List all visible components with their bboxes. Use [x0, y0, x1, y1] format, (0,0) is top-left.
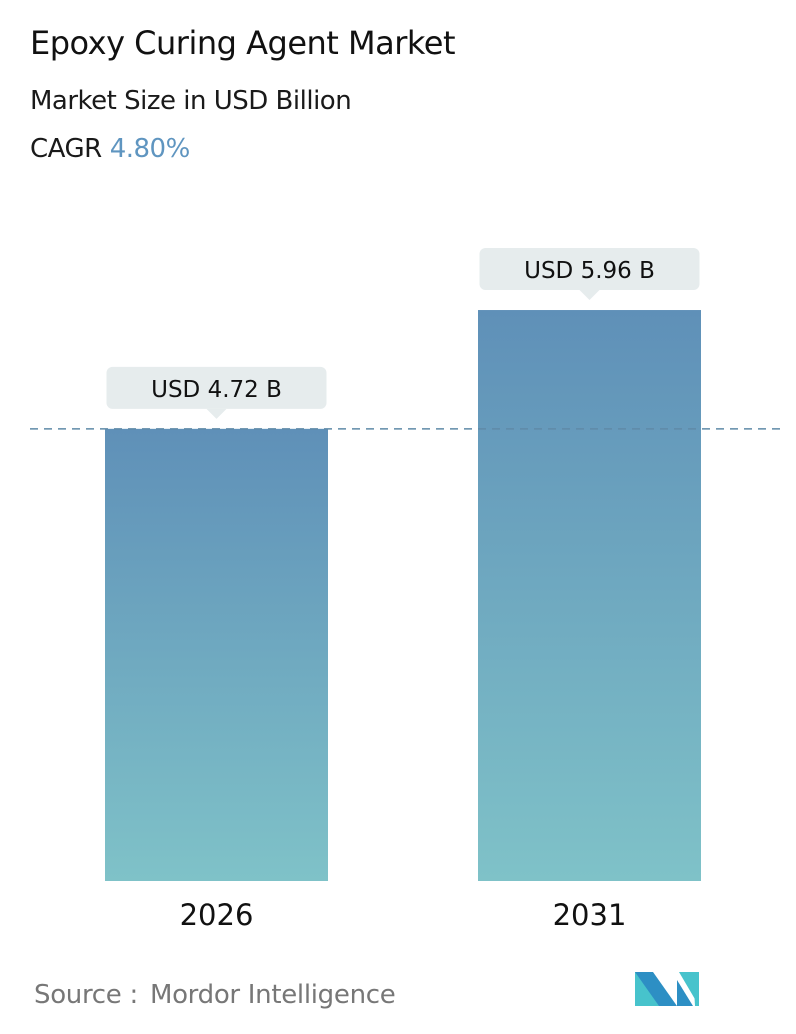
cagr: CAGR 4.80% [30, 134, 190, 164]
data-label-box [106, 366, 327, 409]
bar-2026 [105, 428, 328, 881]
data-label: USD 5.96 B [524, 258, 655, 284]
x-tick-label: 2026 [180, 898, 254, 932]
x-tick-label: 2031 [553, 898, 627, 932]
data-label: USD 4.72 B [151, 377, 282, 403]
bar-chart: USD 4.72 B 2026 USD 5.96 B 2031 [30, 248, 782, 932]
data-label-pointer [579, 290, 600, 301]
source: Source : Mordor Intelligence [34, 980, 396, 1010]
data-label-pointer [206, 408, 227, 419]
source-name: Mordor Intelligence [149, 980, 396, 1010]
bar-2031 [478, 310, 701, 882]
subtitle: Market Size in USD Billion [30, 86, 352, 116]
data-label-box [479, 248, 700, 291]
page-title: Epoxy Curing Agent Market [30, 24, 456, 62]
mordor-logo-icon [635, 972, 699, 1006]
source-label: Source : [34, 980, 138, 1010]
cagr-value: 4.80% [109, 134, 191, 164]
cagr-label: CAGR [30, 134, 102, 164]
